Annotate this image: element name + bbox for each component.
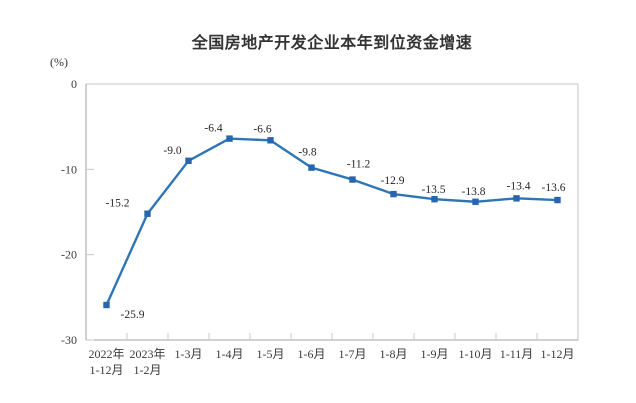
data-line <box>105 137 559 307</box>
y-axis-unit-label: (%) <box>50 55 68 69</box>
data-point-marker <box>308 164 315 171</box>
x-axis-category-label: 1-11月 <box>500 347 534 361</box>
data-point-marker <box>349 176 356 183</box>
x-axis-category-label: 1-5月 <box>257 347 285 361</box>
data-point-marker <box>185 157 192 164</box>
x-axis-category-label-line2: 1-2月 <box>134 363 162 377</box>
data-point-label: -25.9 <box>121 309 145 321</box>
data-point-label: -12.9 <box>381 175 405 187</box>
x-axis-category-label: 2023年 <box>129 347 165 361</box>
data-point-label: -9.8 <box>298 147 316 159</box>
data-point-label: -13.5 <box>422 184 446 196</box>
data-point-label: -9.0 <box>163 145 181 157</box>
x-axis-category-label: 1-6月 <box>298 347 326 361</box>
x-axis-category-label: 1-3月 <box>175 347 203 361</box>
x-axis-category-label: 1-9月 <box>421 347 449 361</box>
data-point-marker <box>144 210 151 217</box>
data-point-label: -15.2 <box>106 198 130 210</box>
data-point-marker <box>513 195 520 202</box>
data-point-label: -13.6 <box>542 182 566 194</box>
data-point-label: -13.8 <box>462 186 486 198</box>
data-point-marker <box>267 137 274 144</box>
data-point-label: -11.2 <box>347 159 371 171</box>
data-point-marker <box>226 135 233 142</box>
data-point-marker <box>390 190 397 198</box>
y-axis-tick-label: -20 <box>61 248 77 262</box>
y-axis-tick-label: -10 <box>61 162 77 176</box>
x-axis-category-label: 1-7月 <box>339 347 367 361</box>
y-axis-tick-label: 0 <box>71 77 77 91</box>
x-axis-category-label-line2: 1-12月 <box>90 363 124 377</box>
data-point-marker <box>472 198 479 205</box>
plot-area-border <box>85 83 579 341</box>
x-axis-category-label: 1-10月 <box>459 347 493 361</box>
data-point-label: -6.4 <box>204 123 222 135</box>
x-axis-category-label: 1-8月 <box>380 347 408 361</box>
x-axis-category-label: 1-12月 <box>541 347 575 361</box>
data-point-marker <box>431 196 438 203</box>
y-axis-tick-label: -30 <box>61 333 77 347</box>
x-axis-category-label: 1-4月 <box>216 347 244 361</box>
data-point-marker <box>554 196 561 204</box>
x-axis-category-label: 2022年 <box>88 347 124 361</box>
data-point-label: -13.4 <box>507 180 531 192</box>
chart-title: 全国房地产开发企业本年到位资金增速 <box>191 35 473 52</box>
data-point-label: -6.6 <box>253 123 271 135</box>
data-point-marker <box>103 301 110 309</box>
